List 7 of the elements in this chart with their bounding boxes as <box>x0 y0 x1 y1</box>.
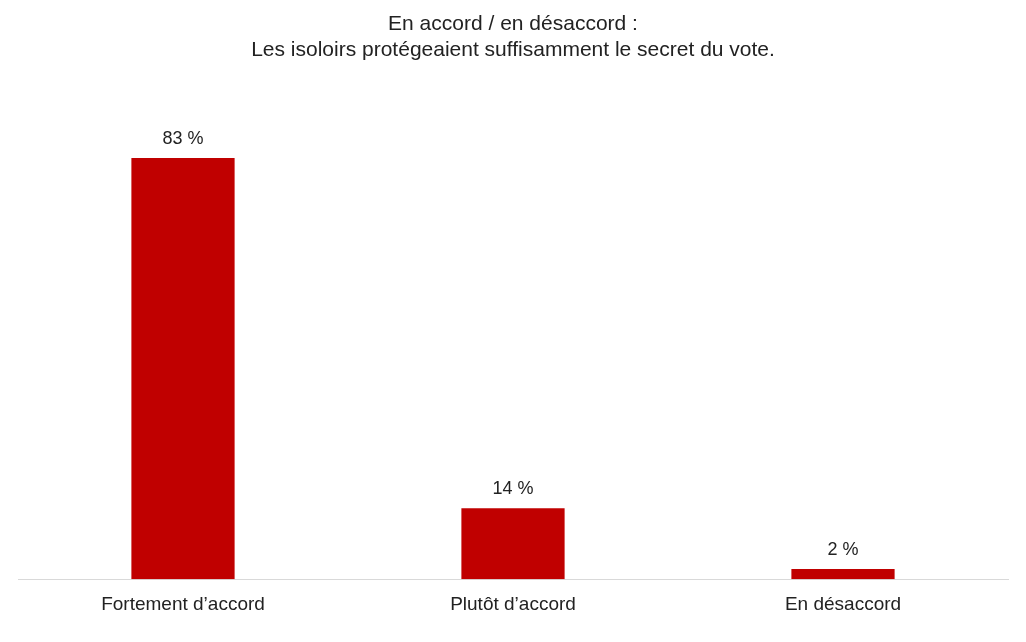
x-tick-label: En désaccord <box>784 592 902 614</box>
chart-title: En accord / en désaccord : Les isoloirs protégeaient suffisamment le secret du vote. <box>251 11 775 60</box>
x-tick-label: Fortement d’accord <box>101 592 265 614</box>
data-label: 83 % <box>162 127 204 148</box>
data-label: 2 % <box>827 539 859 560</box>
data-label: 14 % <box>492 478 534 499</box>
x-tick-label: Plutôt d’accord <box>450 592 576 614</box>
